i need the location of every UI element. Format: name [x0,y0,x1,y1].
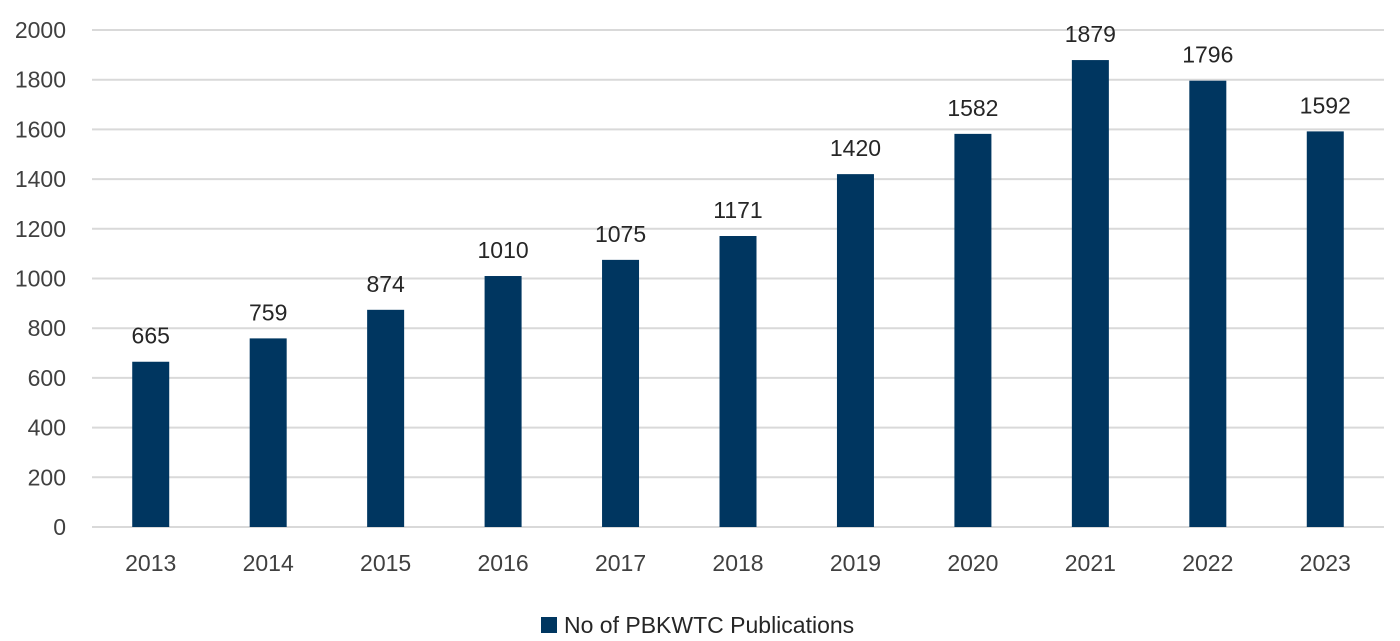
y-tick-label: 1000 [15,266,66,292]
x-tick-label: 2013 [125,550,176,576]
x-tick-label: 2016 [478,550,529,576]
bar [367,309,405,527]
data-label: 759 [249,299,287,325]
data-label: 1075 [595,221,646,247]
x-tick-label: 2023 [1300,550,1351,576]
x-tick-label: 2015 [360,550,411,576]
y-tick-label: 1400 [15,166,66,192]
y-tick-label: 200 [28,464,66,490]
x-tick-label: 2014 [243,550,294,576]
bar [1071,60,1109,527]
bar [954,133,992,528]
y-tick-label: 1600 [15,116,66,142]
data-label: 1879 [1065,21,1116,47]
data-label: 1420 [830,135,881,161]
y-tick-label: 1200 [15,216,66,242]
data-labels: 665 759 874 1010 1075 1171 1420 1582 1879 1796 159… [132,21,1351,349]
data-label: 1010 [478,237,529,263]
x-tick-label: 2020 [947,550,998,576]
legend-label: No of PBKWTC Publications [564,612,854,638]
bar [1306,131,1344,527]
bar [1189,80,1227,527]
x-tick-label: 2018 [712,550,763,576]
y-axis: 0 200 400 600 800 1000 1200 1400 1600 1800 2000 [15,17,66,540]
data-label: 1796 [1182,42,1233,68]
x-tick-label: 2021 [1065,550,1116,576]
bars [132,60,1344,528]
bar [132,361,170,527]
x-tick-label: 2017 [595,550,646,576]
legend-swatch [541,617,557,633]
y-tick-label: 1800 [15,67,66,93]
bar [484,276,522,527]
data-label: 665 [132,323,170,349]
data-label: 874 [366,271,405,297]
y-tick-label: 400 [28,415,66,441]
data-label: 1592 [1300,92,1351,118]
x-tick-label: 2022 [1182,550,1233,576]
x-tick-label: 2019 [830,550,881,576]
bar [249,338,287,527]
bar [719,236,757,527]
data-label: 1582 [947,95,998,121]
x-axis: 2013 2014 2015 2016 2017 2018 2019 2020 2021 2022… [125,550,1351,576]
y-tick-label: 2000 [15,17,66,43]
bar [836,174,874,527]
y-tick-label: 800 [28,315,66,341]
bar [602,259,640,527]
y-tick-label: 600 [28,365,66,391]
data-label: 1171 [713,197,762,223]
y-tick-label: 0 [53,514,66,540]
legend: No of PBKWTC Publications [541,612,854,638]
